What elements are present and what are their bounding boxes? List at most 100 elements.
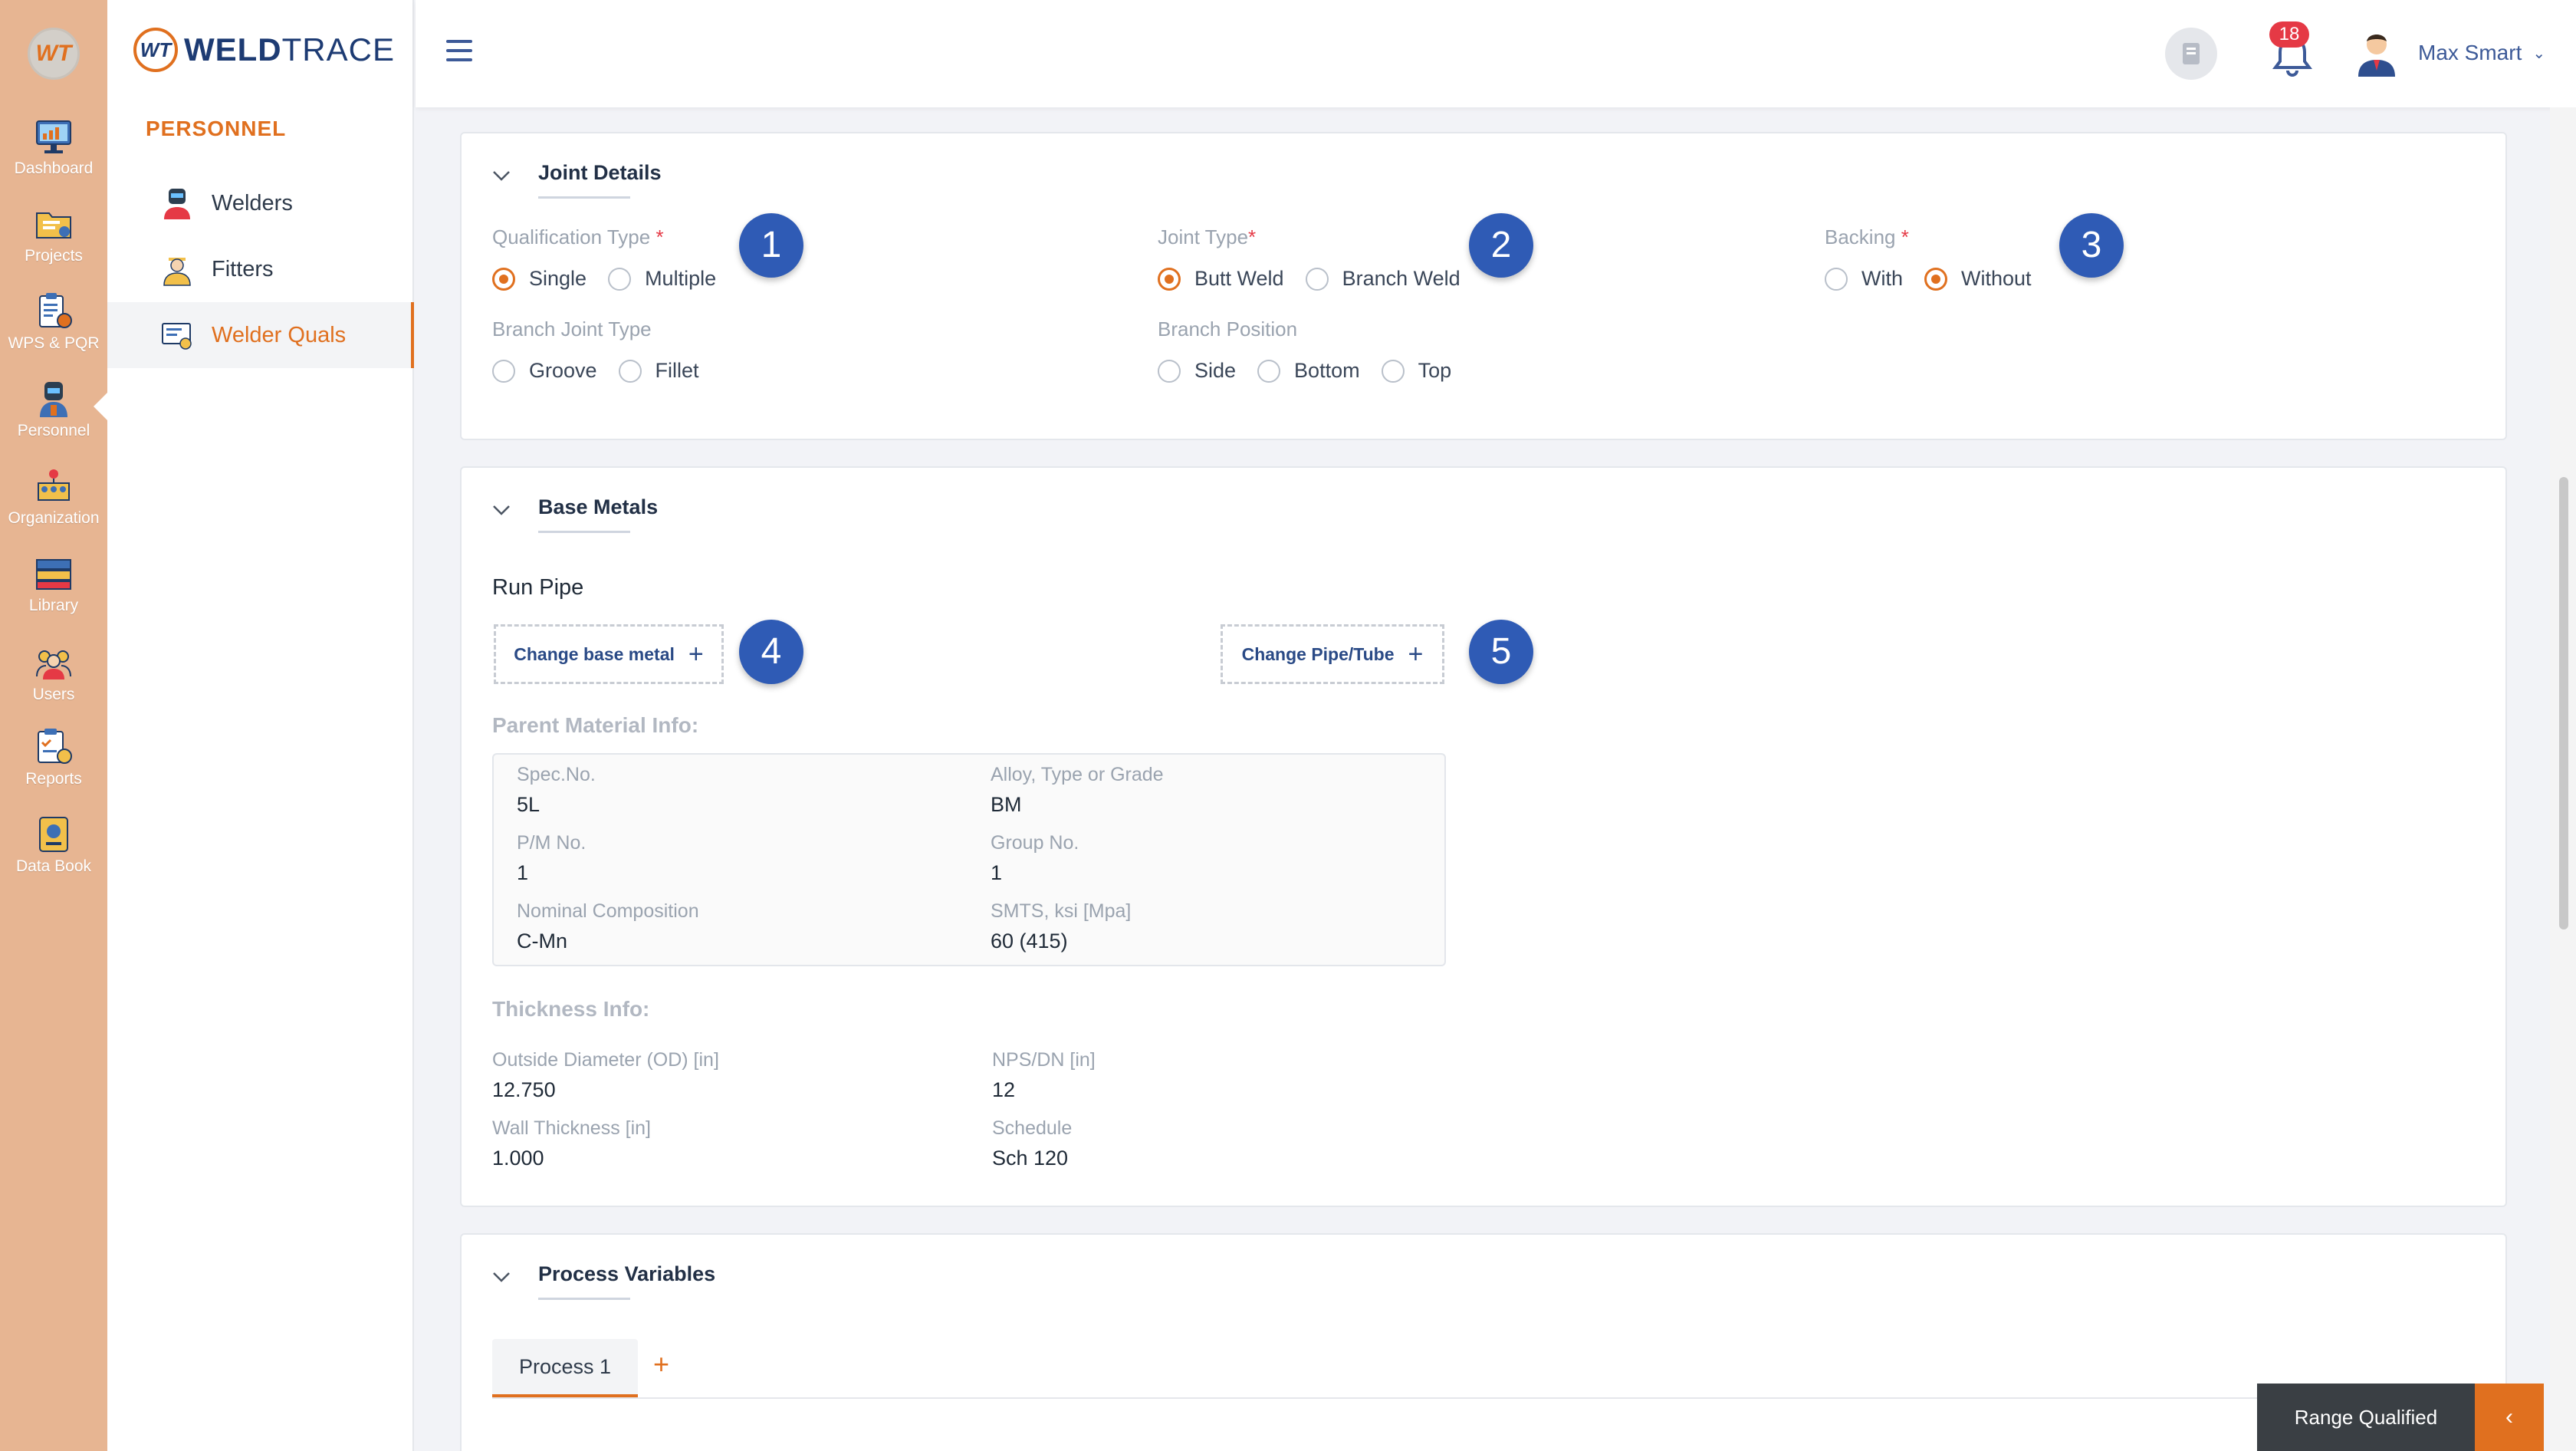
brand-mark-icon: WT (133, 28, 178, 72)
brand-mark-text: WT (140, 38, 172, 61)
required-marker: * (1248, 225, 1257, 248)
radio-bottom[interactable]: Bottom (1257, 359, 1360, 383)
nominal-composition-label: Nominal Composition (517, 900, 699, 922)
rail-item-organization[interactable]: Organization (0, 465, 107, 545)
brand-logo[interactable]: WT WELDTRACE (133, 28, 395, 72)
smts-label: SMTS, ksi [Mpa] (991, 900, 1132, 922)
branch-position-radios: Side Bottom Top (1158, 359, 1473, 383)
radio-branch-weld[interactable]: Branch Weld (1305, 267, 1460, 291)
subnav-item-welder-quals[interactable]: Welder Quals (107, 302, 414, 368)
nps-dn-value: 12 (992, 1078, 1016, 1101)
radio-label: Fillet (655, 359, 699, 382)
radio-dot (1924, 267, 1947, 291)
radio-dot (1825, 267, 1848, 291)
book-button[interactable] (2165, 28, 2217, 80)
range-qualified-button[interactable]: Range Qualified (2257, 1384, 2475, 1451)
tab-divider (492, 1397, 2478, 1399)
subnav-item-welders[interactable]: Welders (107, 170, 414, 236)
rail-item-reports[interactable]: Reports (0, 726, 107, 805)
plus-icon: + (1408, 639, 1424, 669)
rail-item-projects[interactable]: Projects (0, 202, 107, 282)
callout-badge-3: 3 (2059, 213, 2124, 278)
radio-fillet[interactable]: Fillet (618, 359, 699, 383)
radio-dot (1158, 359, 1181, 383)
radio-dot (618, 359, 642, 383)
radio-groove[interactable]: Groove (492, 359, 597, 383)
change-pipe-tube-button[interactable]: Change Pipe/Tube + (1221, 624, 1444, 684)
process-variables-header[interactable]: Process Variables (492, 1262, 715, 1300)
radio-butt-weld[interactable]: Butt Weld (1158, 267, 1284, 291)
radio-dot (608, 267, 632, 291)
radio-label: Multiple (645, 267, 717, 290)
active-rail-pointer (94, 393, 107, 420)
parent-material-box: Spec.No. 5L Alloy, Type or Grade BM P/M … (492, 753, 1446, 966)
range-qualified-toggle-chevron-left-icon[interactable]: ‹ (2475, 1384, 2544, 1451)
tab-process-1[interactable]: Process 1 (492, 1339, 638, 1397)
rail-item-dashboard[interactable]: Dashboard (0, 115, 107, 195)
brand-name-bold: WELD (184, 31, 282, 67)
add-process-tab-icon[interactable]: + (653, 1348, 670, 1380)
pm-no-label: P/M No. (517, 832, 586, 854)
radio-single[interactable]: Single (492, 267, 586, 291)
personnel-welder-icon (40, 382, 67, 417)
schedule-label: Schedule (992, 1117, 1073, 1139)
subnav-item-label: Fitters (212, 256, 274, 281)
radio-without[interactable]: Without (1924, 267, 2032, 291)
rail-item-users[interactable]: Users (0, 641, 107, 721)
user-menu[interactable]: Max Smart ⌄ (2352, 28, 2545, 78)
subnav-item-fitters[interactable]: Fitters (107, 236, 414, 302)
qualification-type-label-text: Qualification Type (492, 225, 651, 248)
required-marker: * (1901, 225, 1909, 248)
radio-label: With (1861, 267, 1903, 290)
icon-rail: WT Dashboard Projects WPS & PQR (0, 0, 107, 1451)
projects-folder-icon (36, 212, 71, 239)
radio-dot (492, 359, 515, 383)
rail-item-wps-pqr[interactable]: WPS & PQR (0, 290, 107, 370)
users-group-icon (36, 650, 71, 679)
base-metals-card: Base Metals Run Pipe Change base metal +… (460, 466, 2507, 1207)
chevron-down-icon (493, 1272, 510, 1282)
qualification-type-label: Qualification Type * (492, 225, 664, 249)
chevron-down-icon (493, 505, 510, 515)
radio-side[interactable]: Side (1158, 359, 1236, 383)
base-metals-header[interactable]: Base Metals (492, 495, 658, 533)
brand-name: WELDTRACE (184, 31, 395, 68)
scrollbar-thumb[interactable] (2559, 477, 2568, 929)
rail-item-label: Users (32, 686, 75, 703)
joint-details-card: Joint Details Qualification Type * Singl… (460, 132, 2507, 440)
change-base-metal-button[interactable]: Change base metal + (494, 624, 724, 684)
alloy-value: BM (991, 793, 1022, 816)
subnav-section-title: PERSONNEL (146, 117, 287, 140)
group-no-label: Group No. (991, 832, 1079, 854)
menu-toggle-icon[interactable] (446, 40, 472, 63)
avatar (2358, 35, 2395, 77)
sub-sidebar: WT WELDTRACE PERSONNEL Welders Fitters W… (107, 0, 414, 1451)
radio-label: Side (1194, 359, 1237, 382)
smts-value: 60 (415) (991, 929, 1068, 953)
app-logo-icon[interactable]: WT (28, 28, 80, 80)
rail-item-data-book[interactable]: Data Book (0, 813, 107, 893)
joint-details-header[interactable]: Joint Details (492, 161, 662, 199)
rail-item-label: Library (28, 597, 79, 614)
user-name: Max Smart (2418, 41, 2522, 64)
radio-with[interactable]: With (1825, 267, 1903, 291)
rail-item-label: Personnel (17, 422, 90, 439)
branch-position-label: Branch Position (1158, 318, 1298, 341)
callout-badge-1: 1 (739, 213, 803, 278)
rail-item-label: Reports (25, 770, 82, 788)
change-pipe-tube-label: Change Pipe/Tube (1241, 643, 1395, 664)
rail-item-personnel[interactable]: Personnel (0, 377, 107, 457)
radio-multiple[interactable]: Multiple (608, 267, 716, 291)
rail-item-label: Organization (8, 509, 100, 527)
backing-label-text: Backing (1825, 225, 1896, 248)
radio-label: Top (1418, 359, 1452, 382)
run-pipe-label: Run Pipe (492, 575, 584, 600)
joint-type-radios: Butt Weld Branch Weld (1158, 267, 1482, 291)
rail-item-label: Data Book (15, 857, 92, 875)
callout-badge-2: 2 (1469, 213, 1533, 278)
radio-dot (1257, 359, 1281, 383)
change-base-metal-label: Change base metal (514, 643, 675, 664)
rail-item-library[interactable]: Library (0, 552, 107, 632)
welder-icon (164, 189, 190, 219)
radio-top[interactable]: Top (1381, 359, 1452, 383)
